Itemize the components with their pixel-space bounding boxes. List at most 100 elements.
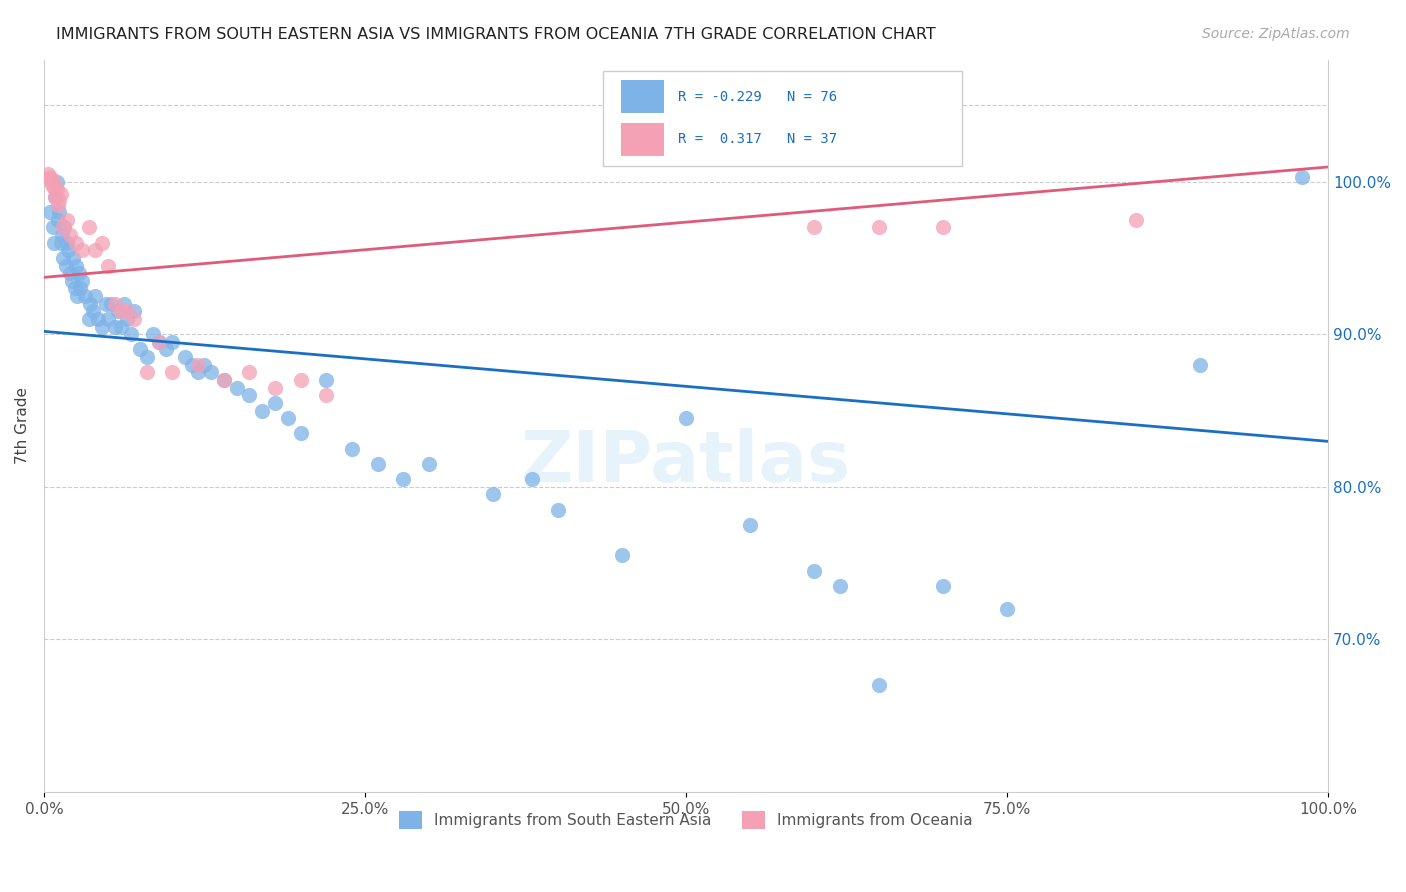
Point (69, 281, 91, 295)
Point (48, 193, 70, 207)
Point (58, 244, 80, 258)
Point (66, 289, 89, 303)
Point (63, 281, 86, 295)
Point (38, 171, 60, 186)
Point (135, 350, 157, 364)
Point (45, 175, 67, 189)
Point (868, 220, 890, 235)
Point (103, 296, 125, 310)
Point (46, 197, 69, 211)
Point (290, 426, 312, 441)
Point (482, 487, 505, 501)
Point (77, 312, 100, 326)
Point (803, 564, 825, 578)
Point (250, 403, 273, 417)
Point (110, 319, 132, 334)
Point (148, 334, 170, 349)
Legend: Immigrants from South Eastern Asia, Immigrants from Oceania: Immigrants from South Eastern Asia, Immi… (394, 805, 979, 836)
Point (315, 373, 337, 387)
Point (44, 235, 66, 250)
Point (94, 296, 117, 310)
Text: IMMIGRANTS FROM SOUTH EASTERN ASIA VS IMMIGRANTS FROM OCEANIA 7TH GRADE CORRELAT: IMMIGRANTS FROM SOUTH EASTERN ASIA VS IM… (56, 27, 936, 42)
Point (72, 274, 94, 288)
Point (418, 457, 440, 471)
Point (264, 381, 287, 395)
Point (740, 518, 762, 533)
Point (42, 173, 65, 187)
Point (547, 502, 569, 516)
Point (41, 178, 63, 192)
Point (65, 235, 87, 250)
Point (932, 220, 955, 235)
Point (56, 212, 79, 227)
Point (212, 373, 235, 387)
Point (212, 373, 235, 387)
Point (315, 388, 337, 402)
Point (58, 266, 80, 280)
Point (49, 186, 72, 201)
Point (520, 472, 543, 486)
Point (277, 411, 299, 425)
Point (45, 182, 67, 196)
Point (44, 180, 66, 194)
Point (868, 678, 890, 692)
Point (44, 190, 66, 204)
Point (200, 365, 222, 379)
Point (1291, 170, 1313, 185)
Point (367, 457, 389, 471)
Point (79, 296, 101, 310)
Point (37, 167, 59, 181)
Point (830, 579, 852, 593)
Point (162, 334, 184, 349)
Point (174, 350, 197, 364)
Point (1125, 212, 1147, 227)
Point (77, 220, 100, 235)
Point (62, 251, 84, 265)
Point (65, 259, 87, 273)
Point (90, 319, 112, 334)
Point (117, 304, 139, 318)
Point (148, 334, 170, 349)
Point (51, 228, 73, 243)
Point (120, 327, 142, 342)
Text: Source: ZipAtlas.com: Source: ZipAtlas.com (1202, 27, 1350, 41)
Point (97, 312, 120, 326)
Point (803, 220, 825, 235)
Point (53, 220, 76, 235)
Point (187, 358, 209, 372)
Point (56, 235, 79, 250)
Point (610, 549, 633, 563)
Point (84, 289, 107, 303)
Point (129, 343, 152, 357)
Point (290, 373, 312, 387)
Text: ZIPatlas: ZIPatlas (522, 428, 851, 497)
Point (1188, 358, 1211, 372)
Point (180, 358, 202, 372)
Point (100, 296, 122, 310)
Point (193, 358, 215, 372)
Point (110, 304, 132, 318)
Point (162, 365, 184, 379)
Point (55, 259, 77, 273)
Point (122, 304, 145, 318)
Point (72, 244, 94, 258)
Point (103, 319, 125, 334)
Point (238, 388, 260, 402)
Point (122, 312, 145, 326)
Point (49, 235, 72, 250)
Point (48, 205, 70, 219)
Point (107, 304, 129, 318)
Point (46, 212, 69, 227)
Point (112, 296, 135, 310)
Point (60, 274, 83, 288)
Point (73, 289, 96, 303)
Point (225, 381, 247, 395)
Point (142, 327, 165, 342)
Point (97, 259, 120, 273)
Point (264, 396, 287, 410)
Point (187, 365, 209, 379)
Point (675, 411, 697, 425)
Point (52, 251, 75, 265)
Point (82, 304, 104, 318)
Point (392, 472, 415, 486)
